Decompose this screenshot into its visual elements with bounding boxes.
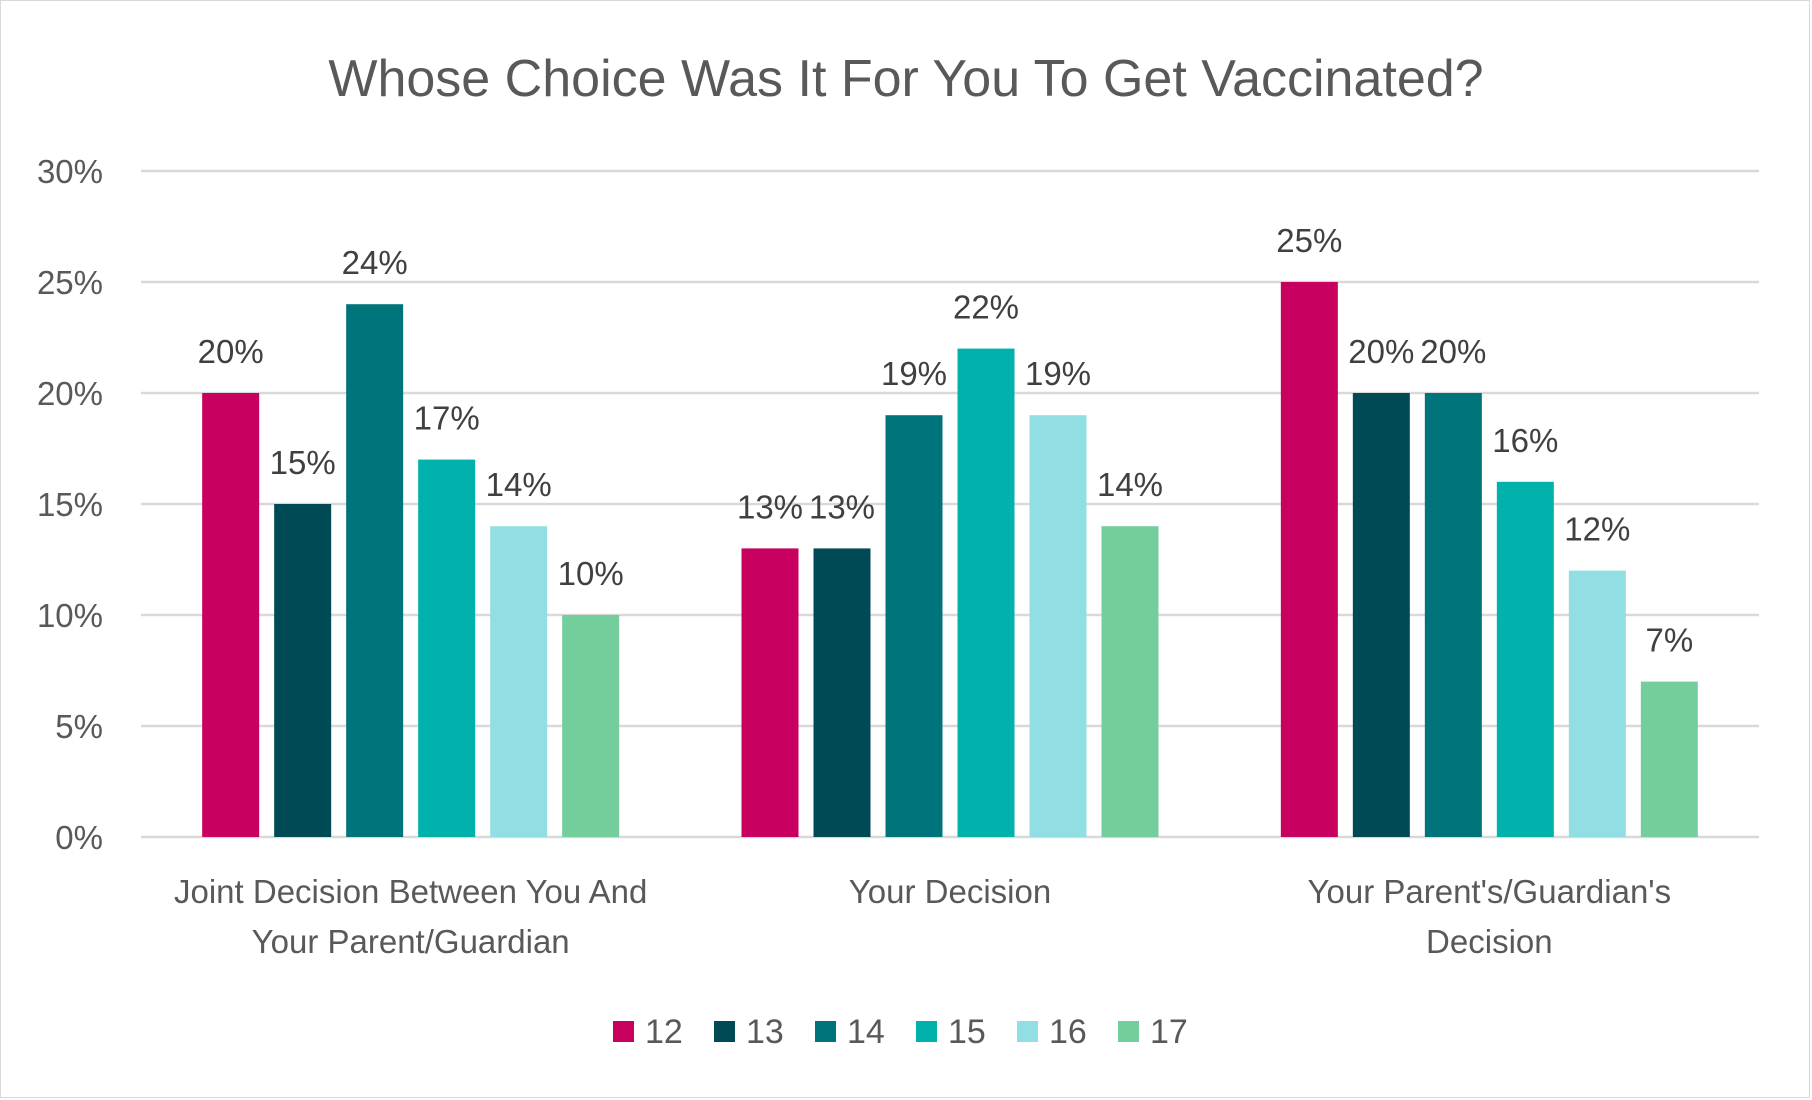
chart-title: Whose Choice Was It For You To Get Vacci… — [328, 50, 1483, 108]
legend-item-12: 12 — [613, 1013, 683, 1051]
bar-16-cat-1 — [490, 526, 548, 837]
bar-15-cat-3 — [1496, 481, 1554, 837]
legend-item-15: 15 — [916, 1013, 986, 1051]
y-tick-label: 25% — [37, 264, 103, 301]
bar-12-cat-1 — [202, 393, 260, 837]
legend-label: 15 — [948, 1013, 986, 1051]
legend-item-17: 17 — [1118, 1013, 1188, 1051]
x-category-label: Joint Decision Between You And — [174, 873, 647, 910]
legend-item-13: 13 — [714, 1013, 784, 1051]
legend-label: 16 — [1049, 1013, 1087, 1051]
x-category-label: Your Parent's/Guardian's — [1308, 873, 1672, 910]
legend-swatch — [1118, 1021, 1139, 1042]
data-label: 20% — [1348, 333, 1414, 370]
bar-13-cat-3 — [1352, 393, 1410, 837]
legend-item-14: 14 — [815, 1013, 885, 1051]
bar-15-cat-2 — [957, 348, 1015, 837]
data-label: 7% — [1645, 622, 1693, 659]
bar-14-cat-3 — [1424, 393, 1482, 837]
data-label: 13% — [809, 488, 875, 525]
bar-12-cat-2 — [741, 548, 799, 837]
bar-17-cat-1 — [562, 615, 620, 837]
bar-12-cat-3 — [1280, 282, 1338, 837]
y-tick-label: 5% — [55, 708, 103, 745]
y-tick-label: 0% — [55, 819, 103, 856]
data-label: 24% — [342, 244, 408, 281]
data-label: 25% — [1276, 222, 1342, 259]
legend-swatch — [815, 1021, 836, 1042]
data-label: 19% — [1025, 355, 1091, 392]
bar-17-cat-3 — [1640, 681, 1698, 837]
gridlines — [141, 169, 1759, 839]
data-label: 15% — [270, 444, 336, 481]
x-axis-categories: Joint Decision Between You And Your Paren… — [174, 873, 1671, 960]
legend-swatch — [613, 1021, 634, 1042]
bar-17-cat-2 — [1101, 526, 1159, 837]
x-category-label: Your Parent/Guardian — [252, 923, 570, 960]
data-label: 20% — [198, 333, 264, 370]
legend-swatch — [916, 1021, 937, 1042]
data-label: 10% — [558, 555, 624, 592]
x-category-label: Decision — [1426, 923, 1553, 960]
y-axis-ticks: 0% 5% 10% 15% 20% 25% 30% — [37, 153, 103, 856]
data-label: 14% — [486, 466, 552, 503]
y-tick-label: 10% — [37, 597, 103, 634]
data-label: 22% — [953, 289, 1019, 326]
bar-13-cat-2 — [813, 548, 871, 837]
bar-14-cat-1 — [346, 304, 404, 837]
legend-swatch — [714, 1021, 735, 1042]
bar-14-cat-2 — [885, 415, 943, 837]
bar-15-cat-1 — [418, 459, 476, 837]
y-tick-label: 15% — [37, 486, 103, 523]
data-label: 12% — [1564, 511, 1630, 548]
data-label: 19% — [881, 355, 947, 392]
data-label: 17% — [414, 400, 480, 437]
data-label: 16% — [1492, 422, 1558, 459]
bar-13-cat-1 — [274, 504, 332, 837]
bars — [202, 282, 1698, 837]
data-label: 20% — [1420, 333, 1486, 370]
y-tick-label: 20% — [37, 375, 103, 412]
bar-16-cat-2 — [1029, 415, 1087, 837]
legend-item-16: 16 — [1017, 1013, 1087, 1051]
data-labels: 20%15%24%17%14%10%13% 13%19%22%19%14%25%2… — [198, 222, 1694, 659]
legend-label: 13 — [746, 1013, 784, 1051]
bar-16-cat-3 — [1568, 570, 1626, 837]
y-tick-label: 30% — [37, 153, 103, 190]
data-label: 13% — [737, 488, 803, 525]
legend-label: 12 — [645, 1013, 683, 1051]
legend: 12 13 14 15 16 17 — [613, 1013, 1188, 1051]
data-label: 14% — [1097, 466, 1163, 503]
legend-label: 17 — [1150, 1013, 1188, 1051]
legend-swatch — [1017, 1021, 1038, 1042]
legend-label: 14 — [847, 1013, 885, 1051]
x-category-label: Your Decision — [849, 873, 1051, 910]
